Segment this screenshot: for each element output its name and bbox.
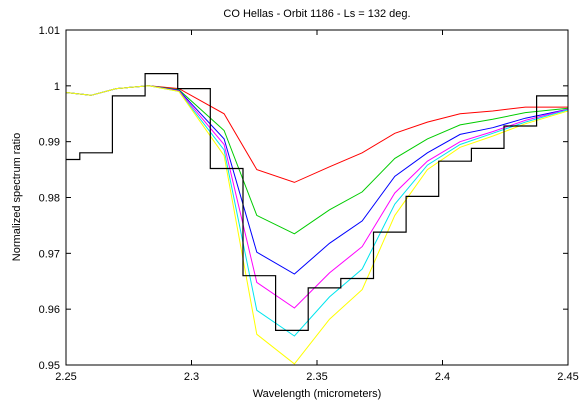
y-tick-label: 0.95	[39, 360, 60, 372]
x-tick-label: 2.3	[184, 371, 199, 383]
model-line-3	[66, 85, 568, 275]
chart-title: CO Hellas - Orbit 1186 - Ls = 132 deg.	[223, 8, 410, 20]
y-tick-label: 0.97	[39, 248, 60, 260]
y-axis-label: Normalized spectrum ratio	[11, 133, 23, 261]
y-tick-label: 0.99	[39, 137, 60, 149]
y-tick-label: 0.98	[39, 193, 60, 205]
model-line-1	[66, 85, 568, 183]
ticks-layer: 2.25 2.3 2.35 2.4 2.45 0.95 0.96 0.97 0.98 0.99 1 1…	[39, 25, 579, 383]
series-layer	[66, 73, 568, 365]
x-tick-label: 2.4	[435, 371, 450, 383]
x-tick-label: 2.35	[306, 371, 327, 383]
plot-frame	[65, 29, 569, 366]
x-tick-label: 2.45	[557, 371, 578, 383]
y-tick-label: 1.01	[39, 25, 60, 37]
x-axis-label: Wavelength (micrometers)	[253, 388, 382, 400]
y-tick-label: 0.96	[39, 304, 60, 316]
y-tick-label: 1	[54, 81, 60, 93]
model-line-2	[66, 85, 568, 235]
model-line-5	[66, 85, 568, 337]
model-line-6	[66, 85, 568, 365]
x-tick-label: 2.25	[55, 371, 76, 383]
observed-step-line	[66, 73, 568, 331]
